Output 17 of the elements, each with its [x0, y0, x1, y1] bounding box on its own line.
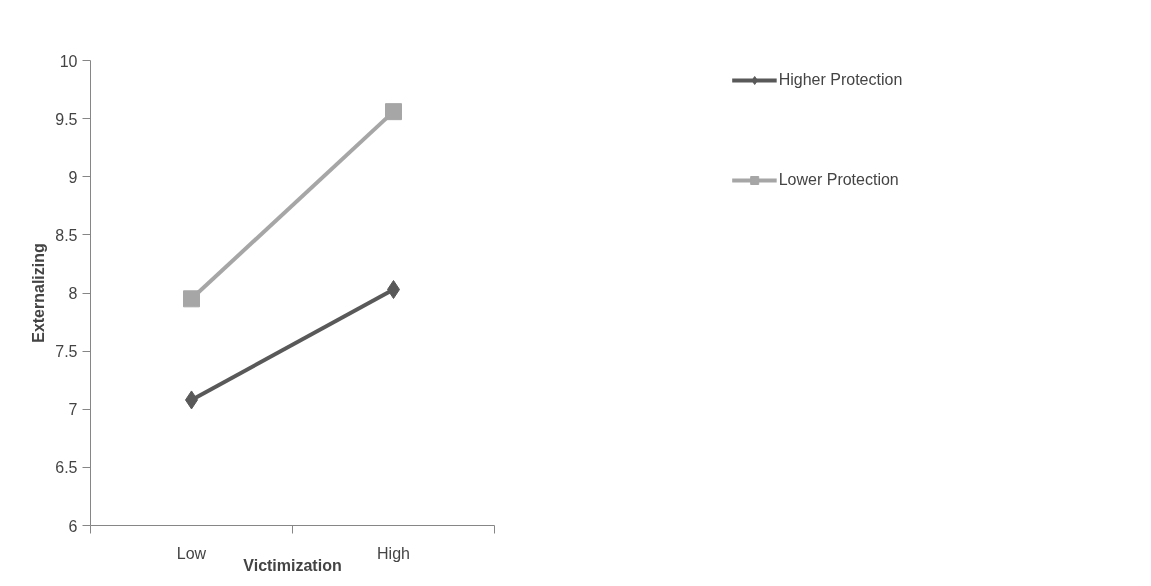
y-tick-label: 9.5 — [55, 110, 78, 128]
x-axis-title: Victimization — [243, 556, 342, 574]
y-tick-label: 8 — [68, 285, 78, 302]
y-tick-label: 9 — [68, 168, 78, 186]
point — [183, 290, 200, 308]
x-tick-label: Low — [176, 544, 207, 562]
y-axis-title: Externalizing — [30, 243, 48, 343]
x-tick-label: High — [377, 544, 410, 562]
legend-label: Lower Protection — [778, 171, 899, 189]
y-tick-label: 7 — [68, 401, 78, 419]
y-tick-label: 7.5 — [55, 343, 78, 361]
y-tick-label: 6.5 — [55, 459, 78, 477]
point — [385, 103, 402, 121]
y-tick-label: 10 — [59, 52, 78, 70]
y-tick-label: 6 — [68, 517, 78, 535]
y-tick-label: 8.5 — [55, 226, 78, 244]
legend-label: Higher Protection — [778, 71, 903, 89]
